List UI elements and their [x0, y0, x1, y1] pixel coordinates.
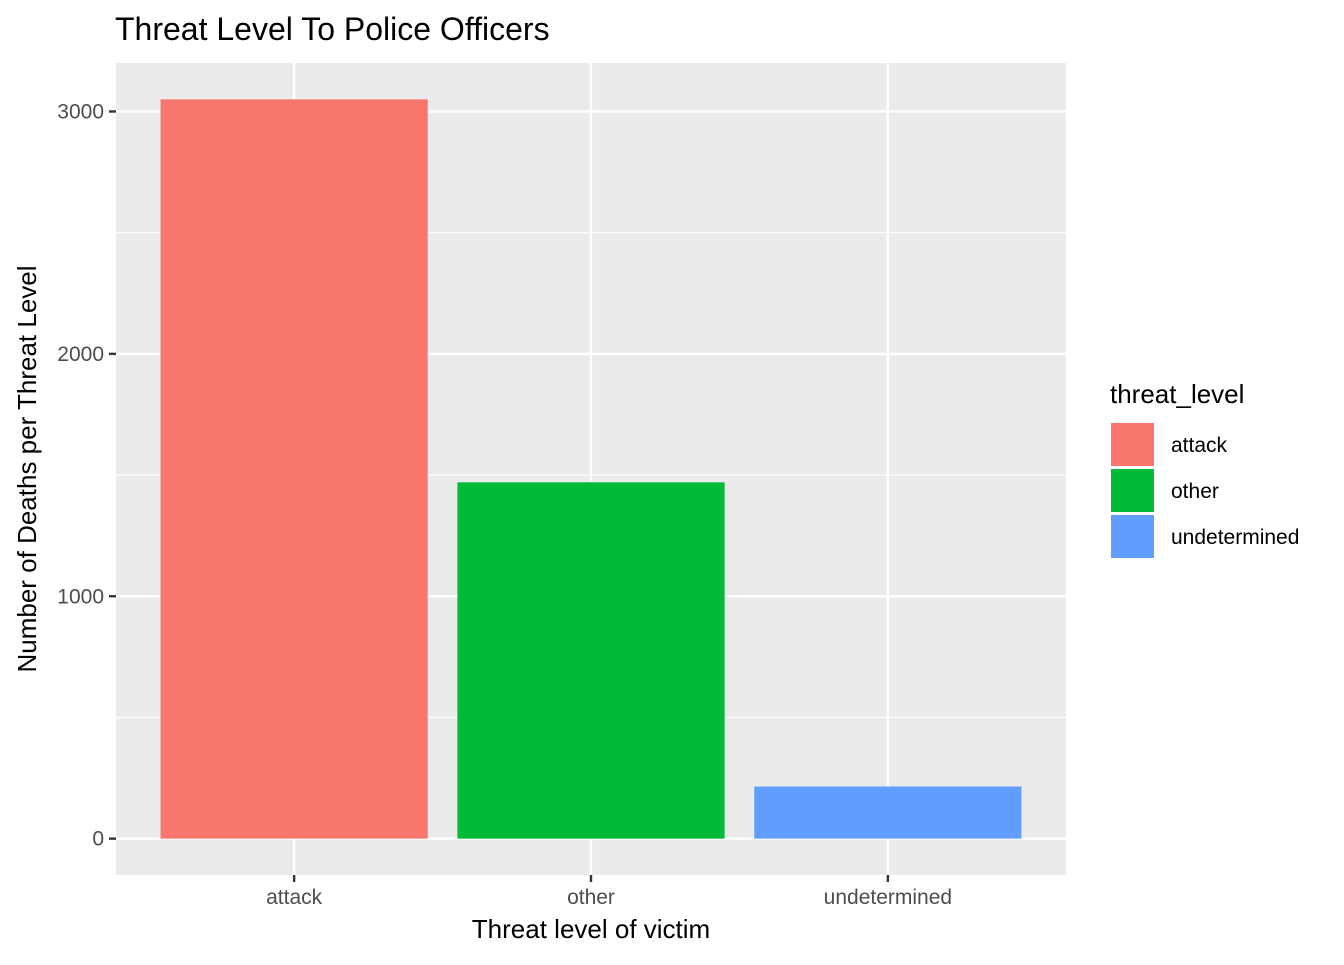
bar-attack: [160, 99, 428, 839]
x-axis-title: Threat level of victim: [472, 914, 710, 944]
legend-label-other: other: [1171, 480, 1219, 503]
bar-other: [457, 482, 725, 839]
x-tick-label: other: [567, 886, 615, 909]
bar-undetermined: [754, 786, 1022, 839]
legend: threat_level attack other undetermined: [1110, 379, 1299, 558]
legend-label-undetermined: undetermined: [1171, 526, 1299, 549]
bars: [160, 99, 1022, 839]
chart-title: Threat Level To Police Officers: [115, 11, 550, 47]
legend-swatch-undetermined: [1111, 515, 1154, 558]
plot-area: [116, 63, 1066, 875]
x-tick-label: undetermined: [824, 886, 952, 909]
legend-swatch-attack: [1111, 423, 1154, 466]
y-tick-label: 1000: [57, 585, 104, 608]
legend-label-attack: attack: [1171, 434, 1228, 457]
y-axis-title: Number of Deaths per Threat Level: [12, 265, 42, 672]
x-tick-label: attack: [266, 886, 323, 909]
y-tick-label: 0: [92, 828, 104, 851]
legend-title: threat_level: [1110, 379, 1244, 409]
y-axis: 0 1000 2000 3000: [57, 100, 116, 851]
y-tick-label: 2000: [57, 343, 104, 366]
x-axis: attack other undetermined: [266, 875, 952, 909]
legend-swatch-other: [1111, 469, 1154, 512]
y-tick-label: 3000: [57, 100, 104, 123]
